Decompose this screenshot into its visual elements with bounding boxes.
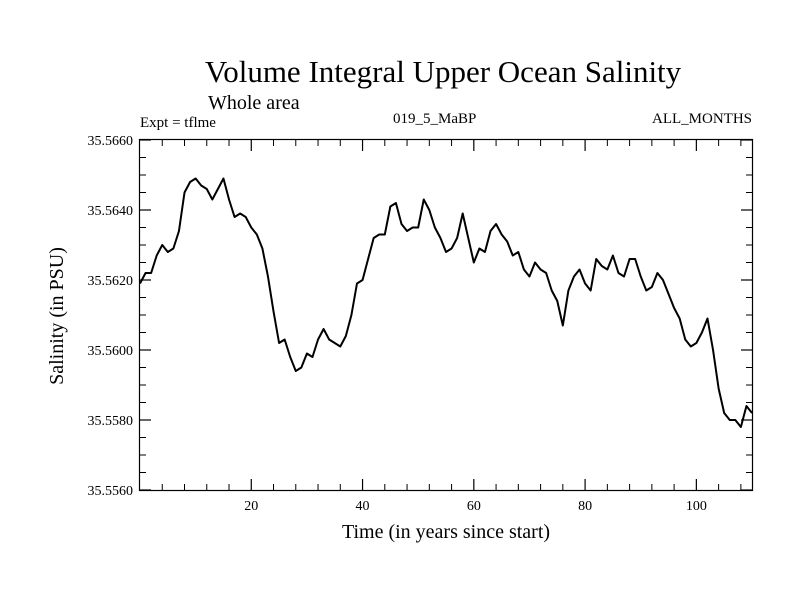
data-points [140, 178, 752, 427]
plot-frame [138, 138, 754, 492]
chart-title: Volume Integral Upper Ocean Salinity [205, 54, 682, 89]
salinity-series-line [139, 177, 753, 428]
x-tick-label: 60 [467, 499, 481, 514]
y-axis: 35.5560 35.5580 35.5600 35.5620 35.5640 35.56… [88, 134, 752, 499]
x-tick-label: 100 [686, 499, 707, 514]
y-tick-label: 35.5660 [88, 134, 134, 149]
x-tick-label: 20 [244, 499, 258, 514]
y-tick-label: 35.5600 [88, 344, 134, 359]
x-axis-label: Time (in years since start) [342, 521, 550, 543]
y-tick-label: 35.5620 [88, 274, 134, 289]
y-tick-label: 35.5640 [88, 204, 134, 219]
x-axis: 20 40 60 80 100 [161, 140, 742, 514]
x-tick-label: 40 [356, 499, 370, 514]
y-tick-label: 35.5580 [88, 414, 134, 429]
months-label: ALL_MONTHS [652, 111, 752, 127]
x-tick-label: 80 [578, 499, 592, 514]
y-axis-label: Salinity (in PSU) [46, 247, 68, 385]
experiment-label: Expt = tflme [140, 115, 216, 131]
chart-subtitle: Whole area [208, 92, 300, 114]
run-label: 019_5_MaBP [393, 111, 476, 127]
y-tick-label: 35.5560 [88, 484, 134, 499]
